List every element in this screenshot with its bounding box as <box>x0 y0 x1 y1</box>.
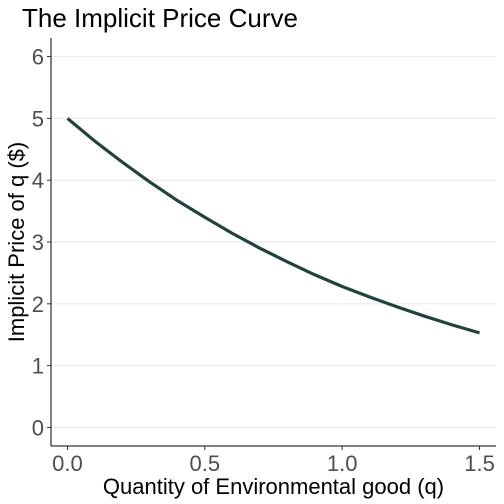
y-tick-label: 5 <box>32 106 44 131</box>
y-tick-label: 6 <box>32 45 44 70</box>
series-layer <box>66 117 480 335</box>
y-axis-title: Implicit Price of q ($) <box>4 142 29 343</box>
x-tick-label: 1.5 <box>464 451 495 476</box>
implicit-price-curve <box>66 117 480 335</box>
x-tick-label: 1.0 <box>327 451 358 476</box>
y-tick-label: 2 <box>32 292 44 317</box>
y-tick-label: 3 <box>32 230 44 255</box>
x-axis-title: Quantity of Environmental good (q) <box>103 474 444 499</box>
y-tick-label: 1 <box>32 354 44 379</box>
grid <box>51 55 496 429</box>
x-tick-label: 0.5 <box>190 451 221 476</box>
x-tick-label: 0.0 <box>52 451 83 476</box>
y-tick-label: 0 <box>32 415 44 440</box>
y-tick-label: 4 <box>32 168 44 193</box>
ticks: 0 1 2 3 4 5 6 0.0 0.5 1.0 1.5 <box>32 45 495 476</box>
chart-title: The Implicit Price Curve <box>22 3 298 33</box>
